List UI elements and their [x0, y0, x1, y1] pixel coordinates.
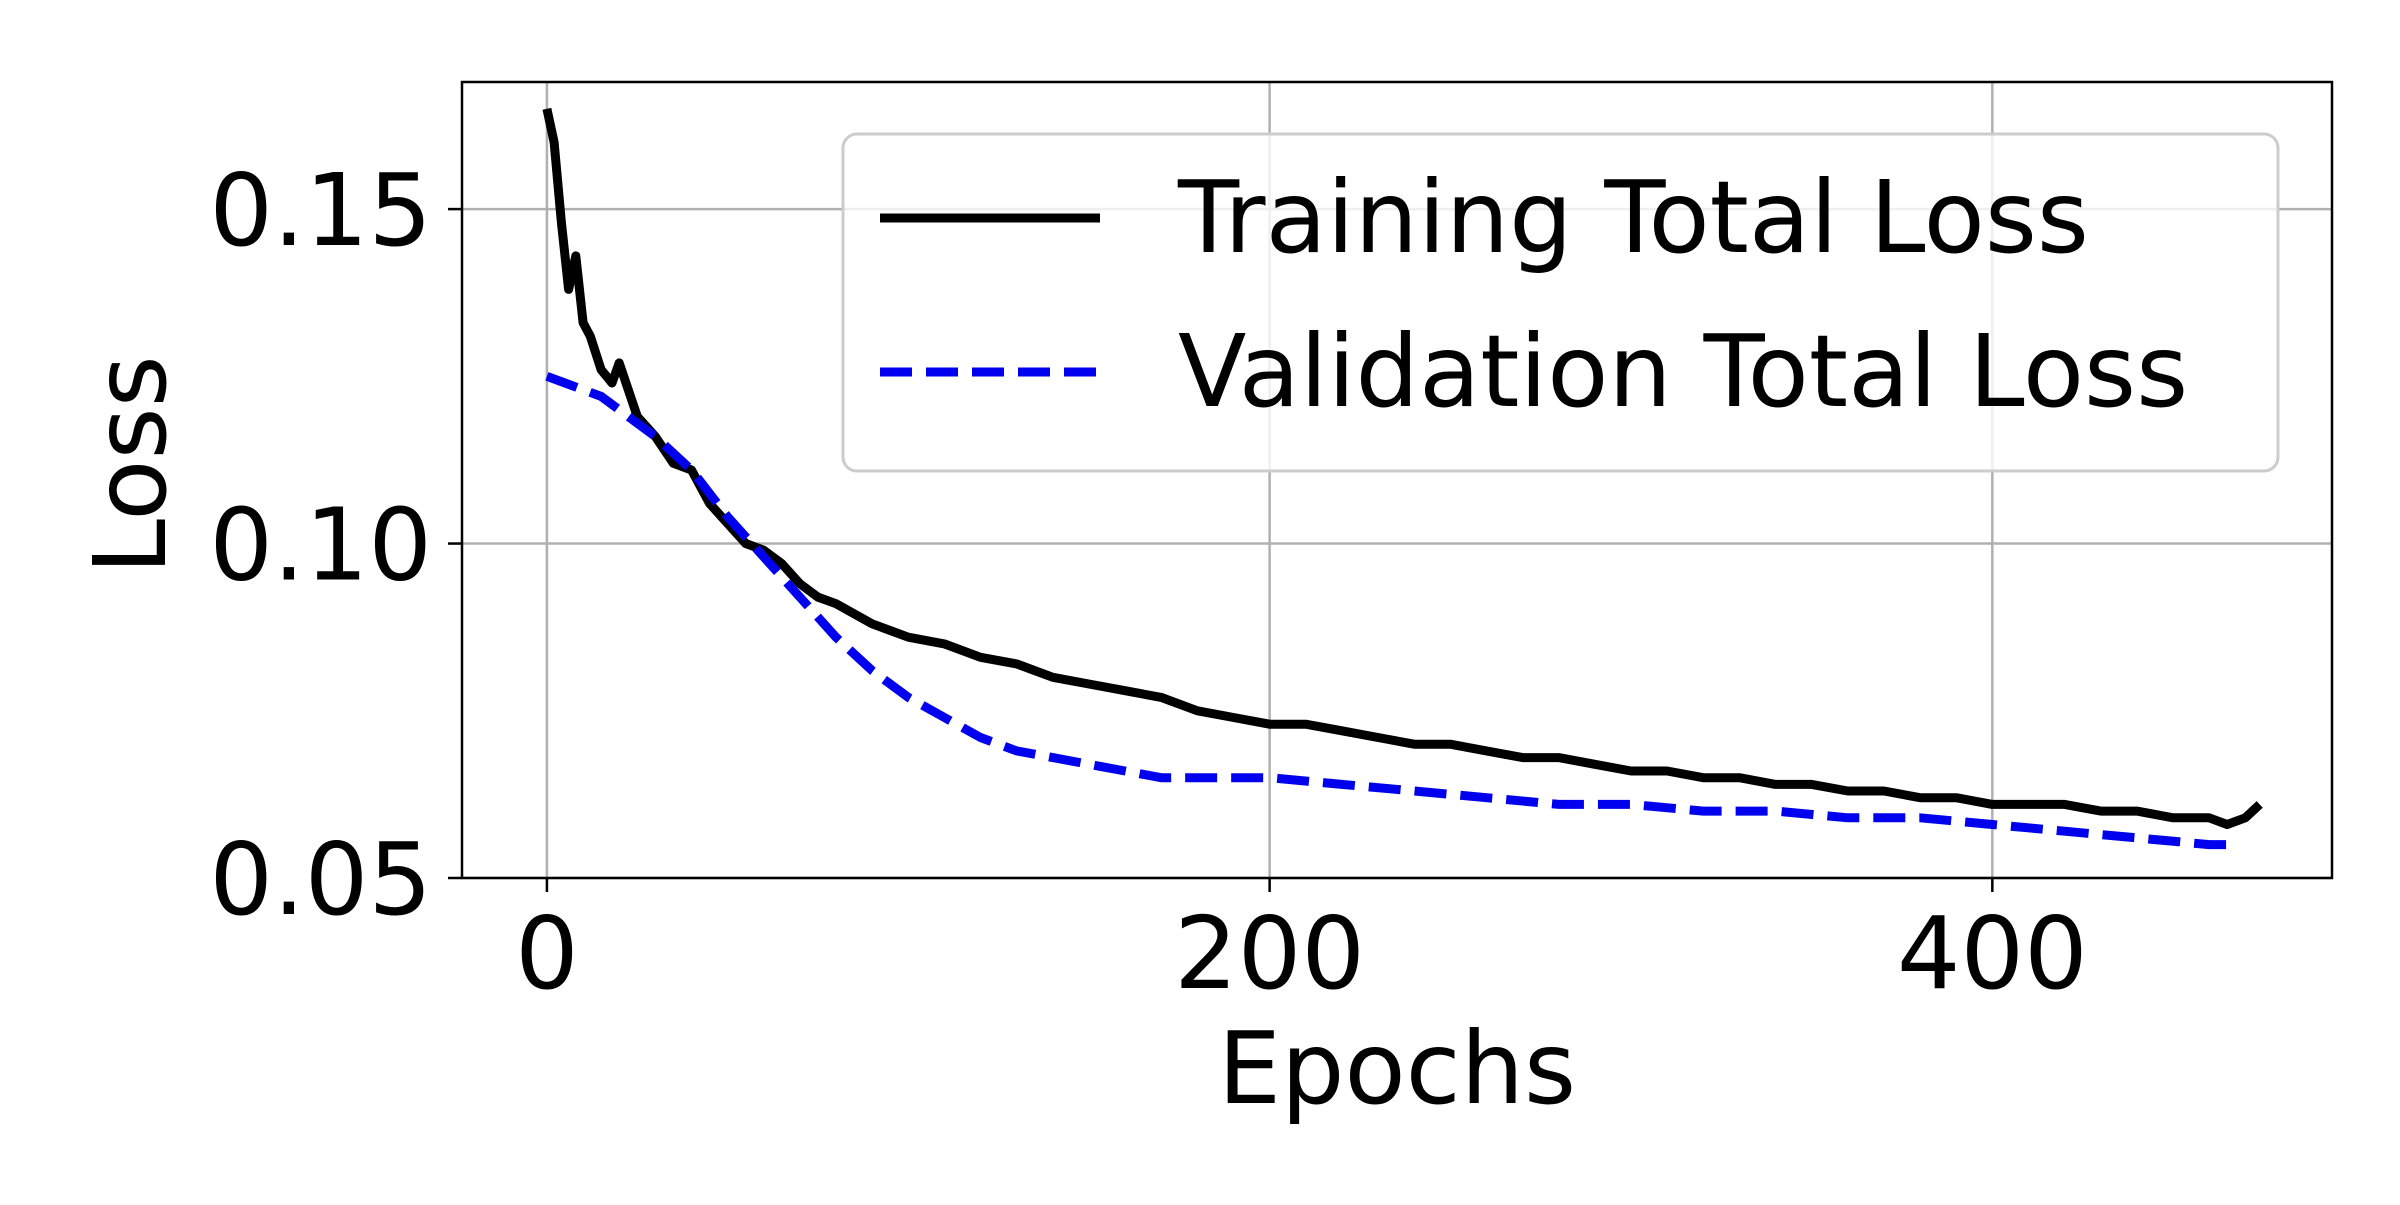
y-tick-label: 0.15	[209, 152, 432, 269]
x-axis-label: Epochs	[1218, 1010, 1576, 1127]
x-tick-label: 400	[1897, 895, 2088, 1012]
legend-label-training: Training Total Loss	[1177, 159, 2089, 276]
legend-box	[841, 132, 2280, 473]
x-tick-label: 200	[1174, 895, 1365, 1012]
legend-label-validation: Validation Total Loss	[1178, 313, 2188, 430]
series-layer	[542, 107, 2263, 850]
x-tick-label: 0	[515, 895, 579, 1012]
validation-loss-line	[545, 372, 2231, 850]
y-tick-label: 0.10	[209, 487, 432, 604]
ticks-layer: 0 200 400 0.05 0.10 0.15	[209, 152, 2087, 1012]
y-axis-label: Loss	[72, 355, 189, 574]
y-tick-label: 0.05	[209, 821, 432, 938]
legend: Training Total Loss Validation Total Los…	[841, 132, 2280, 473]
plot-frame	[460, 80, 2334, 880]
